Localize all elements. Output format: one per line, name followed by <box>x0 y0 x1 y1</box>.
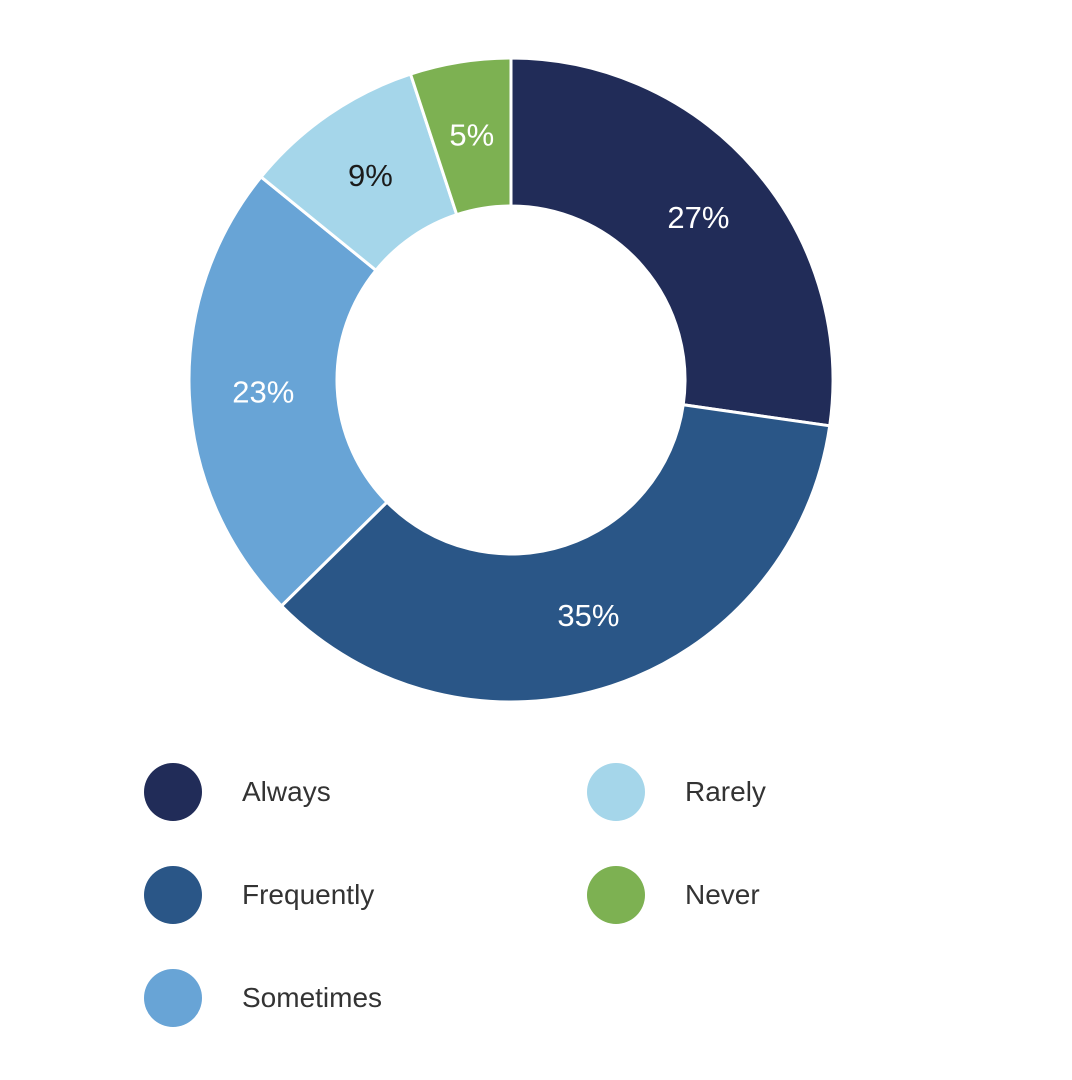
slice-sometimes <box>187 175 389 608</box>
slice-label-frequently: 35% <box>557 598 619 633</box>
slice-always <box>509 56 835 428</box>
donut-slices <box>187 56 835 704</box>
slice-frequently <box>280 403 832 704</box>
slice-label-never: 5% <box>449 118 494 153</box>
slice-label-always: 27% <box>667 200 729 235</box>
slice-never <box>409 56 513 217</box>
donut-slice-labels: 27% 35% 23% 9% 5% <box>232 118 729 634</box>
slice-label-rarely: 9% <box>348 158 393 193</box>
slice-label-sometimes: 23% <box>232 374 294 409</box>
